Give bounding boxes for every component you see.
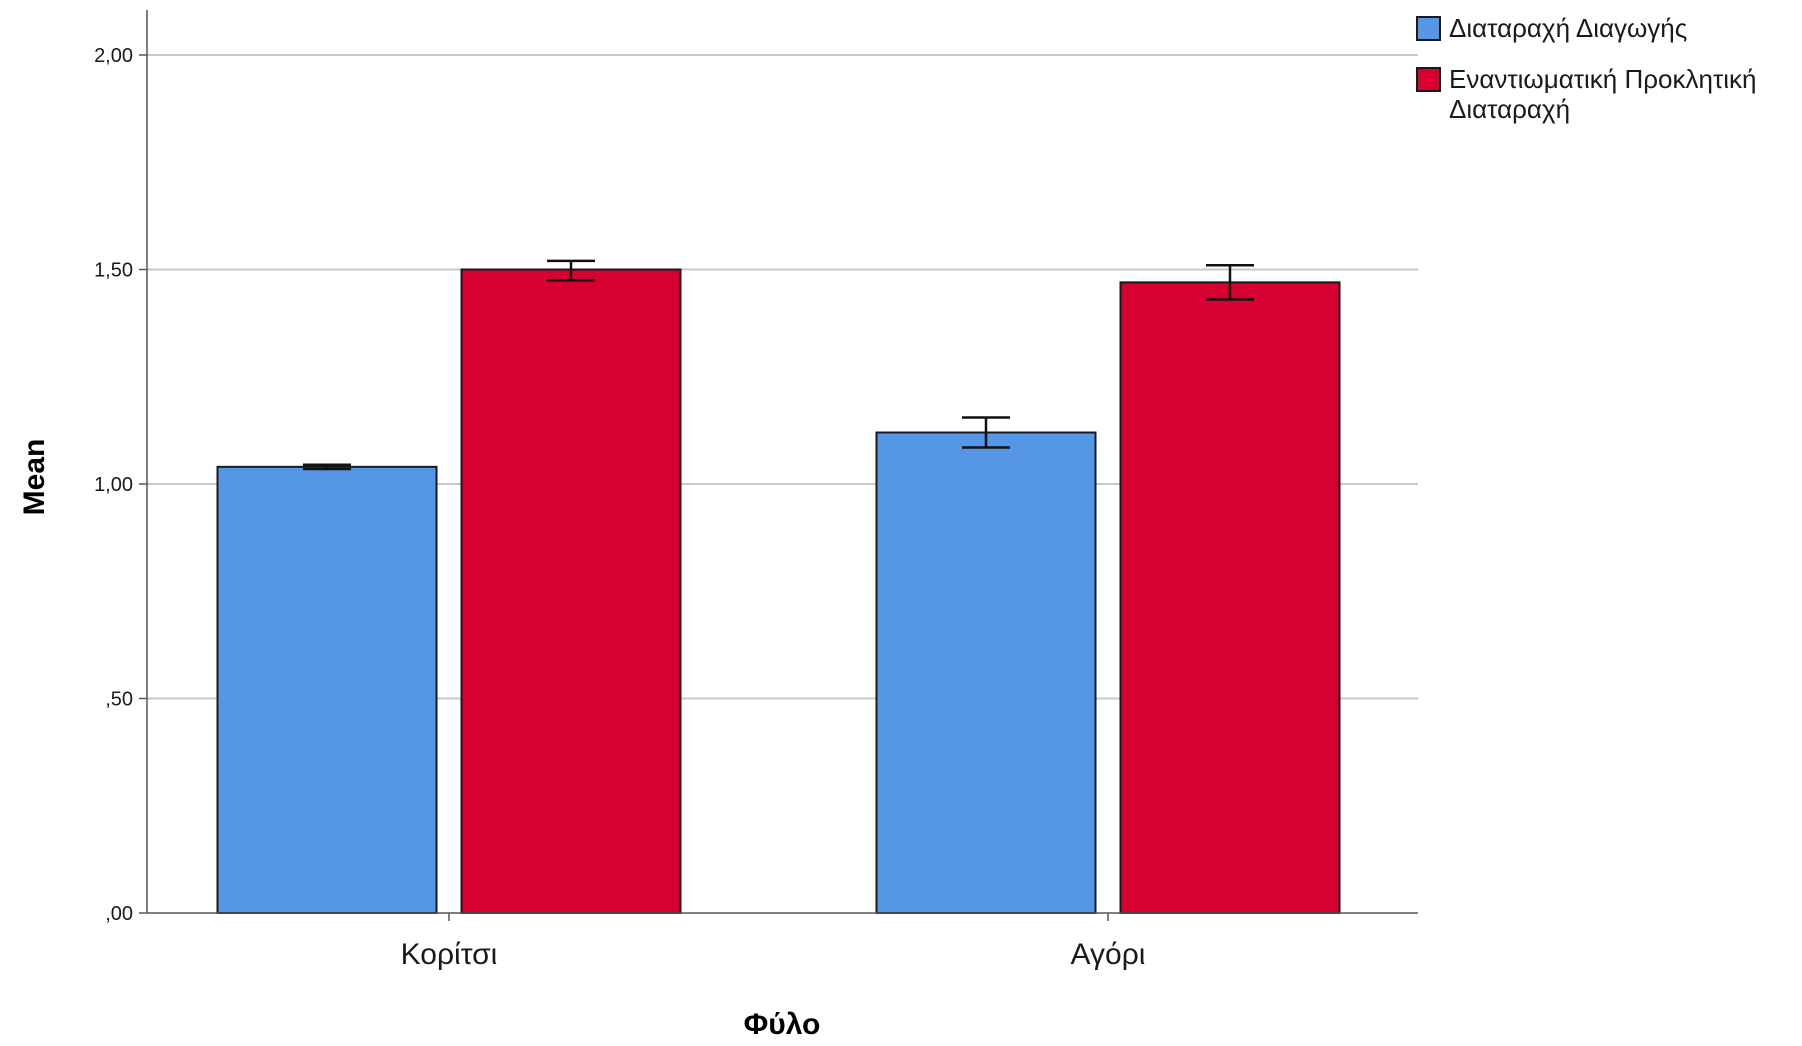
bar — [216, 465, 438, 914]
y-tick-label: ,00 — [105, 903, 133, 925]
legend-label: Διαταραχή — [1449, 94, 1570, 124]
axis-labels: ,00 ,50 1,00 1,50 2,00 Κορίτσι Αγόρι Φύλο Mean — [18, 45, 1145, 1041]
x-axis-title: Φύλο — [744, 1008, 821, 1041]
legend-label: Διαταραχή Διαγωγής — [1449, 13, 1687, 43]
legend-swatch — [1416, 67, 1441, 92]
bars — [216, 259, 1341, 914]
legend-swatch — [1416, 16, 1441, 41]
y-tick-label: 1,50 — [94, 260, 133, 282]
bar — [875, 431, 1097, 914]
y-tick-label: 2,00 — [94, 45, 133, 67]
legend-label: Εναντιωματική Προκλητική — [1449, 64, 1756, 94]
bar — [1119, 281, 1341, 914]
x-category-label: Κορίτσι — [401, 938, 498, 971]
y-axis-title: Mean — [18, 439, 51, 516]
y-tick-label: ,50 — [105, 689, 133, 711]
legend: Διαταραχή Διαγωγής Εναντιωματική Προκλητι… — [1416, 13, 1756, 124]
x-category-label: Αγόρι — [1071, 938, 1146, 971]
bar — [460, 268, 682, 914]
axes — [139, 10, 1418, 921]
y-tick-label: 1,00 — [94, 474, 133, 496]
